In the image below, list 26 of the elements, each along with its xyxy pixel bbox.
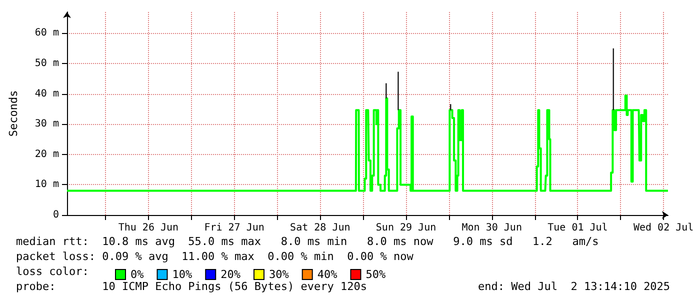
text: median rtt: 10.8 ms avg 55.0 ms max 8.0 ms min 8.0 ms now 9.0 ms sd 1.2 am/s [16,235,599,248]
text: probe: 10 ICMP Echo Pings (56 Bytes) every 120s [16,280,367,293]
legend-label: 20% [220,268,241,281]
legend-label: 50% [366,268,386,281]
y-tick-label: 10 m [34,179,59,190]
text: packet loss: 0.09 % avg 11.00 % max 0.00 % min 0.00 % now [16,250,414,263]
text: loss color: [16,265,89,278]
x-tick-label: Tue 01 Jul [548,222,608,234]
x-tick-label: Thu 26 Jun [118,222,179,234]
y-tick-label: 20 m [34,148,59,160]
legend-label: 10% [172,268,192,281]
x-tick-label: Sun 29 Jun [376,222,436,234]
text: end: Wed Jul 2 13:14:10 2025 [478,280,670,293]
x-tick-label: Wed 02 Jul [633,222,694,234]
y-tick-label: 50 m [34,58,59,70]
y-tick-label: 30 m [34,118,59,130]
x-tick-label: Mon 30 Jun [462,222,522,234]
legend-label: 0% [130,268,144,281]
x-tick-label: Sat 28 Jun [290,222,350,234]
y-axis-title: Seconds [7,90,20,137]
legend-label: 30% [268,268,290,281]
x-tick-label: Fri 27 Jun [204,222,264,234]
y-tick-label: 40 m [34,88,59,100]
y-tick-label: 0 [52,210,59,220]
legend-label: 40% [317,268,338,281]
y-tick-label: 60 m [34,28,59,39]
